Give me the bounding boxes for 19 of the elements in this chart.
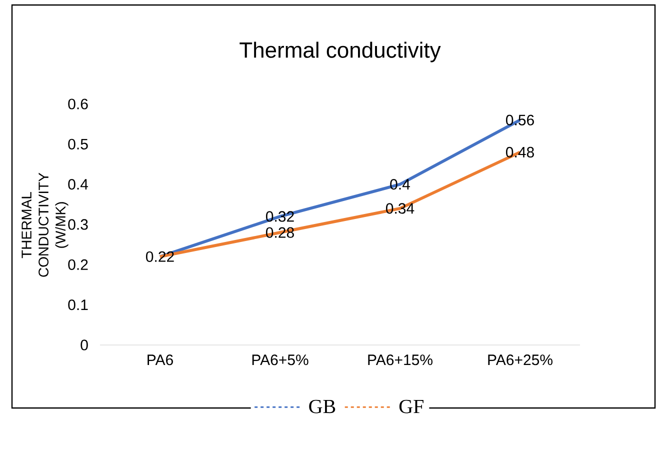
legend-label: GF — [399, 400, 424, 414]
y-tick-label: 0 — [80, 340, 88, 350]
y-tick-label: 0.4 — [68, 179, 88, 190]
x-tick-label: PA6+15% — [368, 354, 432, 366]
x-tick-label: PA6+5% — [252, 354, 308, 366]
data-label: 0.22 — [146, 251, 174, 262]
y-axis-title: THERMAL CONDUCTIVITY (W/MK) — [22, 172, 68, 277]
x-tick-label: PA6 — [148, 354, 173, 366]
y-tick-label: 0.6 — [68, 98, 88, 110]
data-label: 0.48 — [506, 146, 534, 158]
chart-title: Thermal conductivity — [240, 42, 441, 62]
y-tick-label: 0.5 — [68, 138, 88, 150]
legend-label: GB — [309, 400, 336, 414]
y-tick-label: 0.3 — [68, 219, 88, 230]
data-label: 0.28 — [266, 227, 294, 238]
x-tick-label: PA6+25% — [488, 354, 552, 366]
y-tick-label: 0.1 — [68, 300, 88, 310]
y-tick-label: 0.2 — [68, 259, 88, 270]
data-label: 0.56 — [506, 114, 534, 126]
